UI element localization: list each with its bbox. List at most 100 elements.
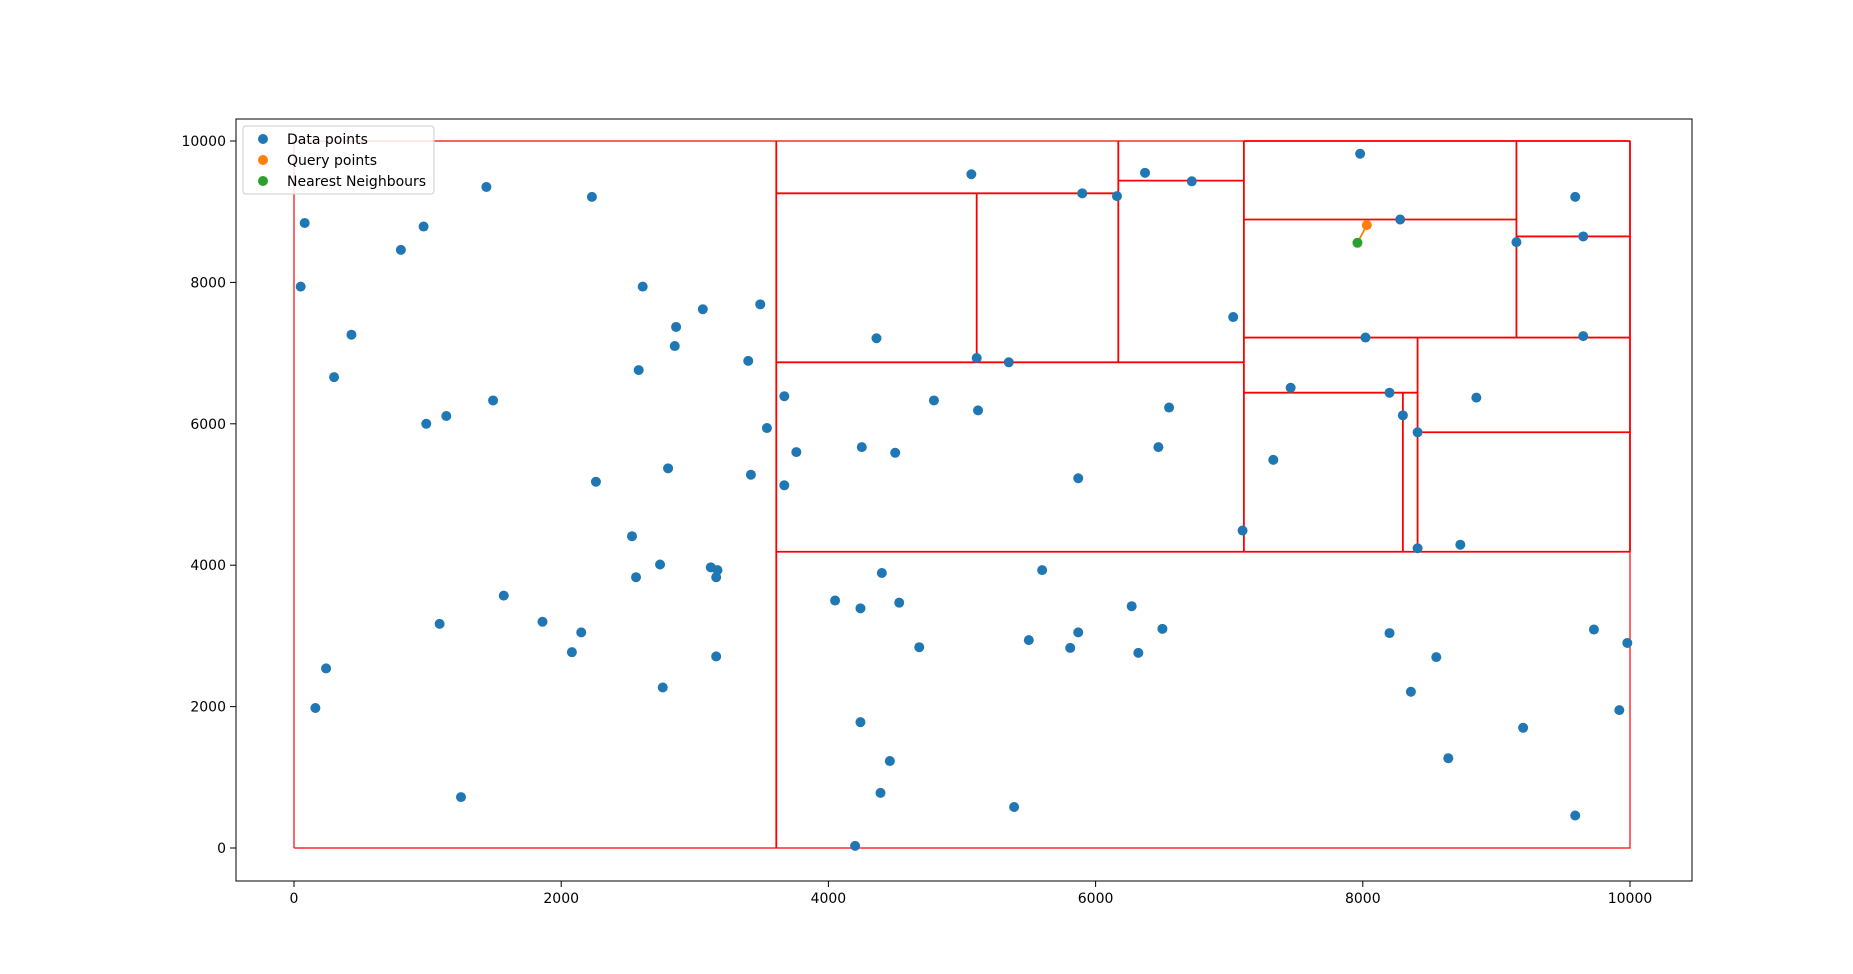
legend-label-nearest-neighbours: Nearest Neighbours <box>287 174 426 190</box>
data-point <box>321 663 332 674</box>
data-point <box>627 531 638 542</box>
data-point <box>1073 473 1084 484</box>
data-point <box>1384 387 1395 398</box>
data-point <box>745 469 756 480</box>
data-point <box>856 442 867 453</box>
data-point <box>1153 442 1164 453</box>
data-point <box>875 787 886 798</box>
data-point <box>884 756 895 767</box>
data-point <box>1285 382 1296 393</box>
data-point <box>657 682 668 693</box>
data-point <box>637 281 648 292</box>
x-tick-label: 2000 <box>543 891 579 907</box>
data-point <box>1511 237 1522 248</box>
y-tick-label: 8000 <box>190 275 226 291</box>
data-point <box>663 463 674 474</box>
data-point <box>1578 331 1589 342</box>
data-point <box>1384 628 1395 639</box>
data-point <box>434 618 445 629</box>
data-point <box>1570 191 1581 202</box>
data-point <box>395 244 406 255</box>
data-point <box>1003 357 1014 368</box>
data-point <box>1164 402 1175 413</box>
axes-frame <box>235 118 1693 882</box>
data-point <box>1412 427 1423 438</box>
data-point <box>876 567 887 578</box>
data-point <box>850 840 861 851</box>
data-point <box>1360 332 1371 343</box>
data-point <box>1405 686 1416 697</box>
data-point <box>1073 627 1084 638</box>
data-point <box>779 480 790 491</box>
data-point <box>1237 525 1248 536</box>
data-point <box>830 595 841 606</box>
y-tick-label: 0 <box>217 841 226 857</box>
legend-marker-nearest-neighbours <box>258 176 268 186</box>
y-tick-label: 2000 <box>190 700 226 716</box>
y-tick-label: 6000 <box>190 417 226 433</box>
data-point <box>1622 637 1633 648</box>
legend-label-data-points: Data points <box>287 132 368 148</box>
data-point <box>655 559 666 570</box>
data-point <box>761 423 772 434</box>
data-point <box>498 590 509 601</box>
scatter-points <box>295 148 1633 851</box>
data-point <box>329 372 340 383</box>
x-tick-label: 4000 <box>811 891 847 907</box>
data-point <box>1518 722 1529 733</box>
data-point <box>894 597 905 608</box>
data-point <box>791 447 802 458</box>
x-tick-label: 6000 <box>1078 891 1114 907</box>
data-point <box>1443 753 1454 764</box>
data-point <box>1431 652 1442 663</box>
legend-marker-query-points <box>258 155 268 165</box>
data-point <box>421 418 432 429</box>
data-point <box>1065 642 1076 653</box>
data-point <box>1397 410 1408 421</box>
y-axis-ticks: 0 2000 4000 6000 8000 10000 <box>181 134 236 857</box>
data-point <box>890 447 901 458</box>
data-point <box>310 703 321 714</box>
legend-marker-data-points <box>258 134 268 144</box>
data-point <box>1111 191 1122 202</box>
data-point <box>1133 647 1144 658</box>
data-point <box>971 353 982 364</box>
data-point <box>576 627 587 638</box>
data-point <box>711 651 722 662</box>
data-point <box>441 411 452 422</box>
y-tick-label: 4000 <box>190 558 226 574</box>
data-point <box>566 647 577 658</box>
data-point <box>590 476 601 487</box>
y-tick-label: 10000 <box>181 134 226 150</box>
legend: Data points Query points Nearest Neighbo… <box>242 125 435 195</box>
data-point <box>418 221 429 232</box>
x-axis-ticks: 0 2000 4000 6000 8000 10000 <box>290 881 1653 907</box>
legend-box <box>242 125 435 195</box>
data-point <box>871 333 882 344</box>
data-point <box>1471 392 1482 403</box>
data-point <box>1077 188 1088 199</box>
nearest-neighbour-point <box>1352 237 1363 248</box>
data-point <box>973 405 984 416</box>
data-point <box>1140 167 1151 178</box>
data-point <box>1614 705 1625 716</box>
data-point <box>586 191 597 202</box>
data-point <box>1412 543 1423 554</box>
data-point <box>488 395 499 406</box>
data-point <box>697 304 708 315</box>
data-point <box>1157 623 1168 634</box>
legend-label-query-points: Query points <box>287 153 377 169</box>
data-point <box>1455 539 1466 550</box>
data-point <box>669 341 680 352</box>
data-point <box>1395 214 1406 225</box>
data-point <box>1009 801 1020 812</box>
data-point <box>855 717 866 728</box>
data-point <box>456 792 466 803</box>
x-tick-label: 10000 <box>1608 891 1653 907</box>
x-tick-label: 0 <box>290 891 299 907</box>
data-point <box>299 218 310 229</box>
data-point <box>779 391 790 402</box>
data-point <box>1268 454 1279 465</box>
data-point <box>712 565 723 576</box>
